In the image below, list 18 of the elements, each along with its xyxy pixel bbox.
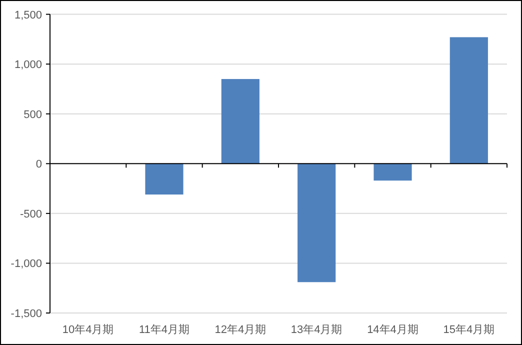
x-tick-label: 10年4月期	[62, 324, 114, 336]
y-tick-label: -1,500	[10, 308, 42, 320]
bar	[298, 164, 336, 282]
y-tick-label: 1,000	[14, 59, 42, 72]
x-tick-label: 12年4月期	[214, 324, 266, 336]
x-tick-label: 11年4月期	[138, 324, 190, 336]
y-tick-label: -1,000	[10, 258, 42, 270]
y-tick-label: 500	[24, 108, 42, 121]
bar	[374, 164, 412, 181]
y-tick-label: 1,500	[14, 9, 42, 22]
x-tick-label: 13年4月期	[290, 324, 342, 336]
x-tick-label: 14年4月期	[367, 324, 418, 336]
y-tick-label: 0	[36, 158, 42, 171]
bar	[145, 164, 184, 195]
bar	[450, 37, 488, 164]
x-tick-label: 15年4月期	[443, 324, 495, 336]
y-tick-label: -500	[20, 208, 42, 220]
bar	[221, 79, 260, 164]
